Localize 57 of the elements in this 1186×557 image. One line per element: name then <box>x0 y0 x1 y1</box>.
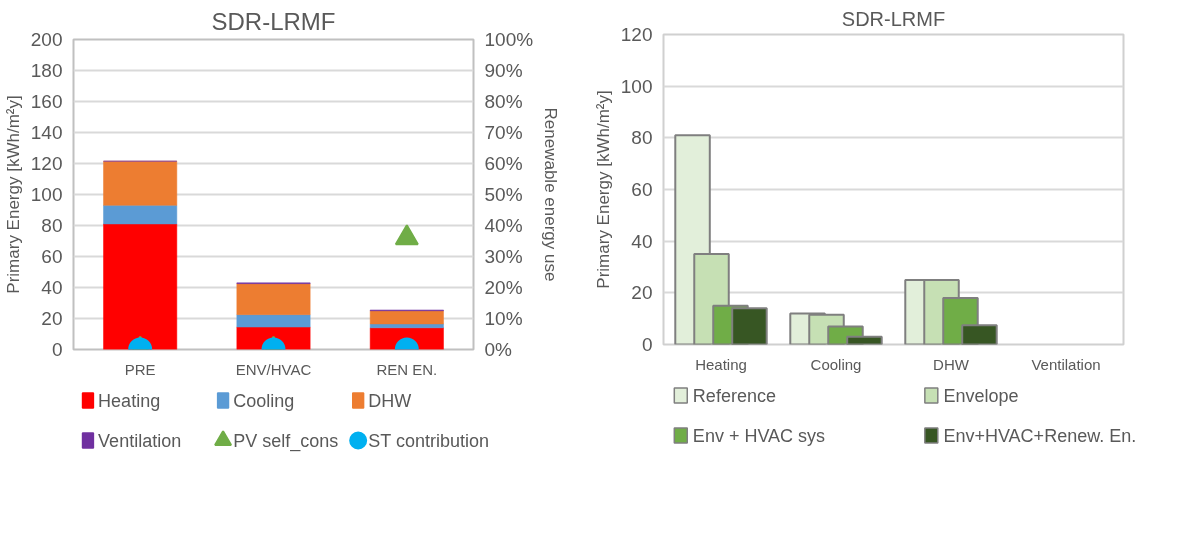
x-tick-label: PRE <box>124 360 156 378</box>
legend-label: Reference <box>692 385 776 406</box>
y-tick-label: 100 <box>30 184 63 205</box>
y2-tick-label: 50% <box>484 184 523 205</box>
legend-label: Ventilation <box>98 430 182 451</box>
y-axis-title: Primary Energy [kWh/m²y] <box>593 90 613 289</box>
y-axis-title: Primary Energy [kWh/m²y] <box>3 95 23 294</box>
y2-tick-label: 100% <box>484 29 534 50</box>
y2-tick-label: 80% <box>484 91 523 112</box>
legend-label: DHW <box>368 390 412 411</box>
y2-tick-label: 10% <box>484 308 523 329</box>
x-tick-label: Heating <box>695 355 747 373</box>
y-tick-label: 140 <box>30 122 63 143</box>
y2-tick-label: 0% <box>484 339 513 360</box>
legend-label: Env + HVAC sys <box>692 425 826 446</box>
x-tick-label: DHW <box>933 355 970 373</box>
y-tick-label: 80 <box>631 127 653 149</box>
chart-title: SDR-LRMF <box>211 7 336 35</box>
y-tick-label: 80 <box>41 215 63 236</box>
legend-label: Envelope <box>943 385 1019 406</box>
y-tick-label: 0 <box>51 339 63 360</box>
bar <box>369 310 444 325</box>
y2-tick-label: 70% <box>484 122 523 143</box>
bar <box>103 223 178 350</box>
y-tick-label: 60 <box>41 246 63 267</box>
y-tick-label: 180 <box>30 60 63 81</box>
y-tick-label: 0 <box>641 334 653 355</box>
y2-tick-label: 90% <box>484 60 523 81</box>
bar <box>103 205 178 225</box>
legend-label: Cooling <box>233 390 295 411</box>
bar <box>236 283 311 315</box>
y-tick-label: 120 <box>30 153 63 174</box>
bar <box>103 160 178 206</box>
legend-label: Heating <box>98 390 161 411</box>
legend-label: PV self_cons <box>233 430 339 452</box>
y-tick-label: 40 <box>631 230 653 252</box>
y-tick-label: 60 <box>631 179 653 200</box>
x-tick-label: REN EN. <box>376 360 438 378</box>
chart-title: SDR-LRMF <box>841 7 946 30</box>
y2-axis-title: Renewable energy use <box>541 107 561 282</box>
x-tick-label: Cooling <box>810 355 862 373</box>
y2-tick-label: 30% <box>484 246 523 267</box>
y-tick-label: 40 <box>41 277 63 298</box>
y2-tick-label: 60% <box>484 153 523 174</box>
y2-tick-label: 40% <box>484 215 523 236</box>
x-tick-label: ENV/HVAC <box>235 360 312 378</box>
y2-tick-label: 20% <box>484 277 523 298</box>
legend-label: ST contribution <box>368 430 490 451</box>
legend-label: Env+HVAC+Renew. En. <box>943 425 1137 446</box>
y-tick-label: 20 <box>41 308 63 329</box>
y-tick-label: 100 <box>620 75 653 97</box>
y-tick-label: 160 <box>30 91 63 112</box>
x-tick-label: Ventilation <box>1031 355 1101 373</box>
y-tick-label: 120 <box>620 24 653 45</box>
y-tick-label: 20 <box>631 282 653 304</box>
y-tick-label: 200 <box>30 29 63 50</box>
bar <box>236 314 311 328</box>
